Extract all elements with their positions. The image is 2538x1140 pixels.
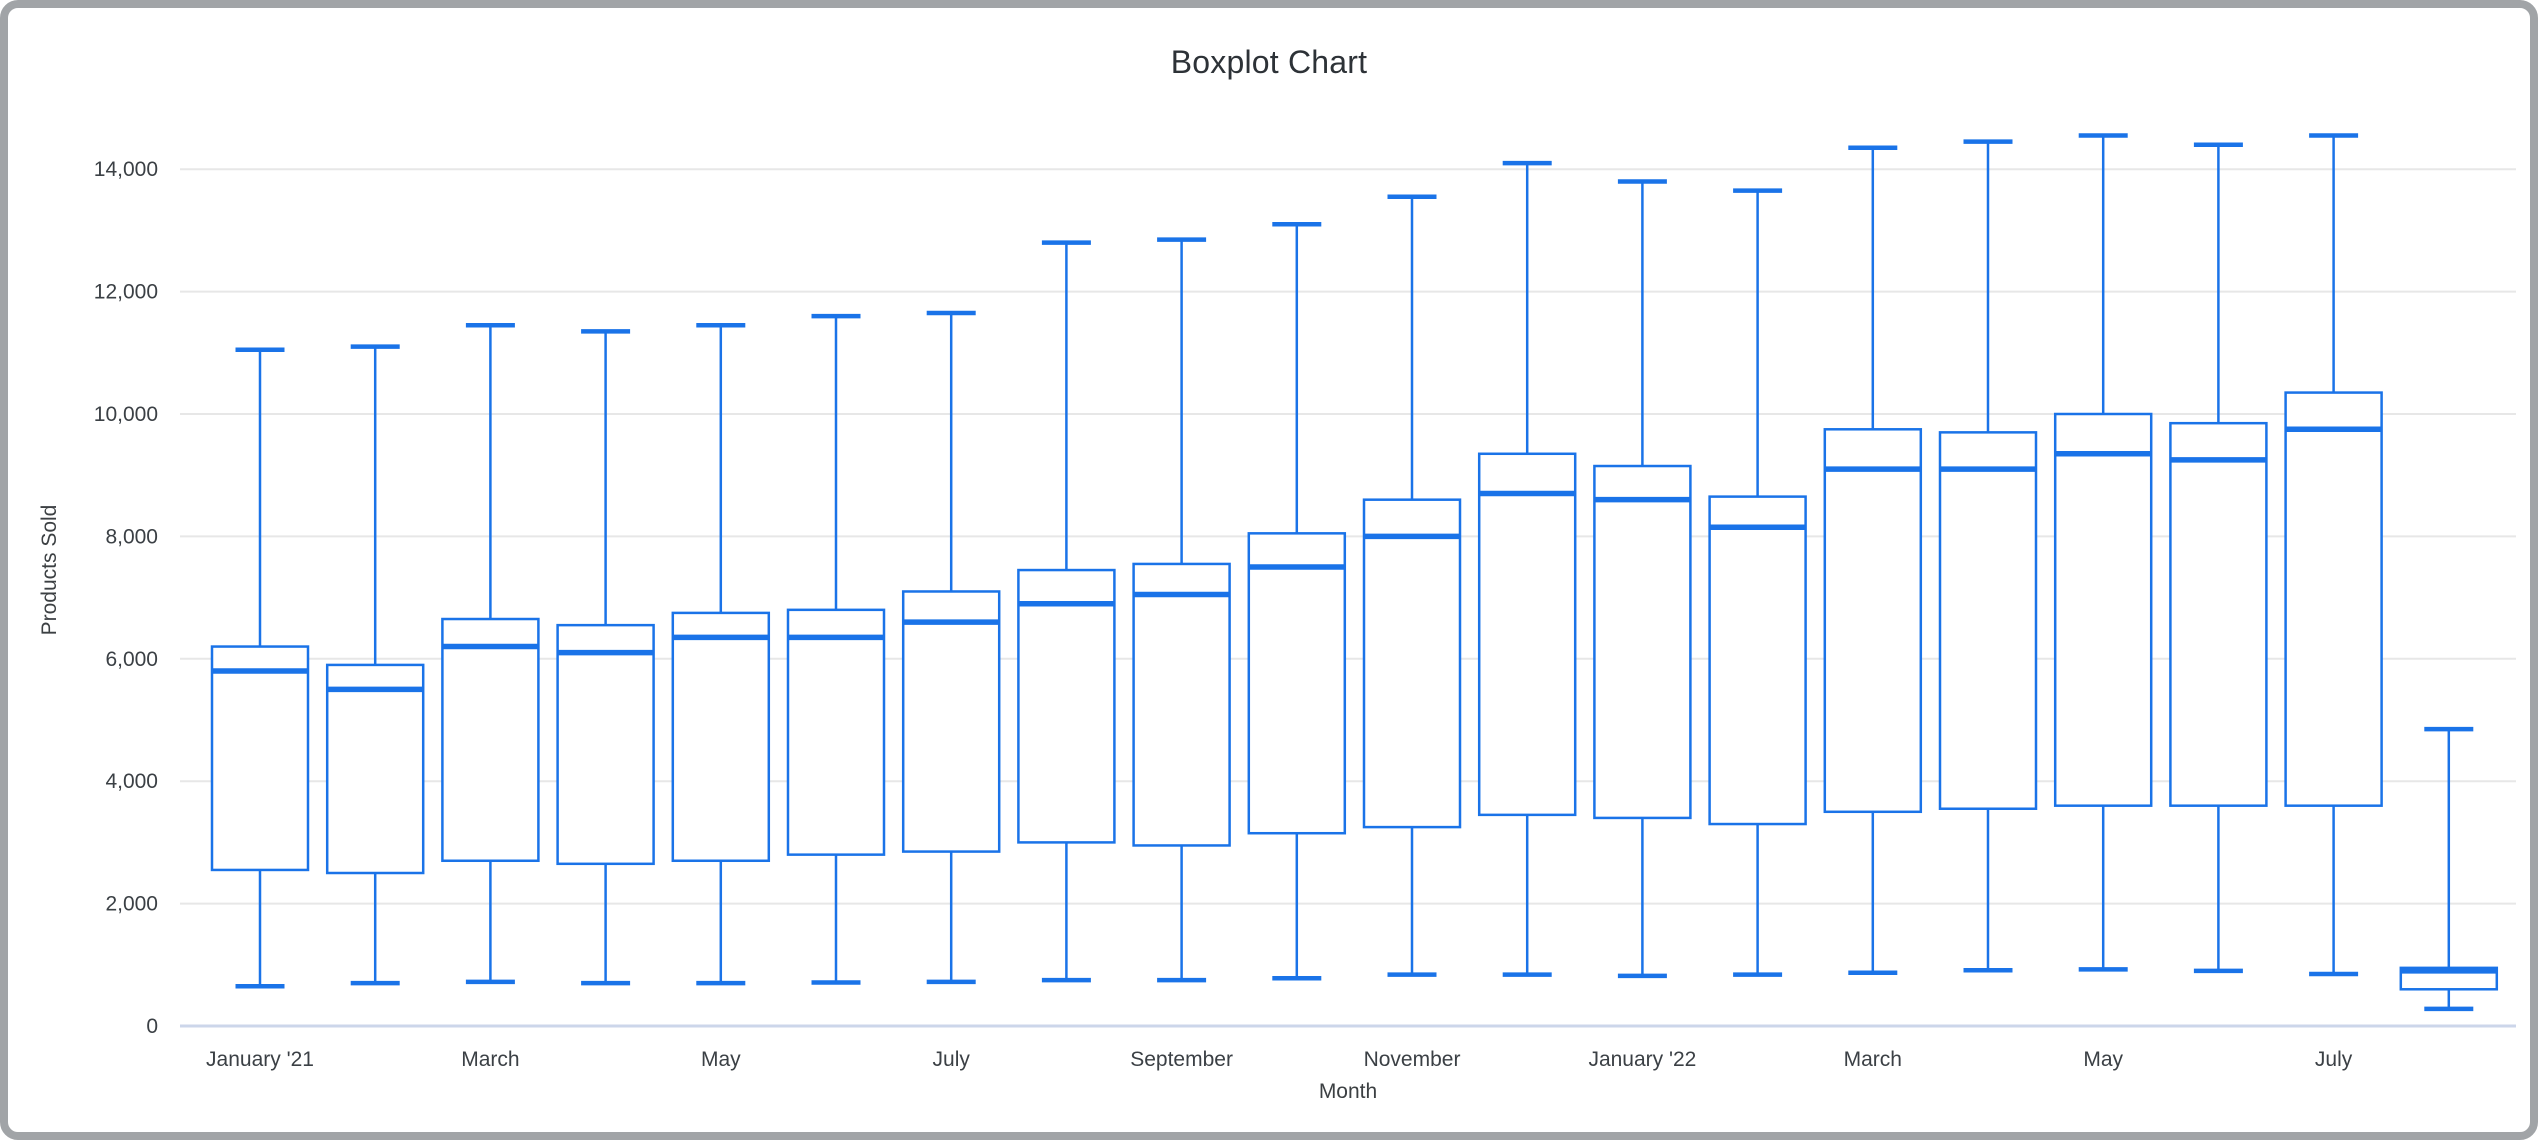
boxplot-september[interactable]: [1132, 237, 1231, 983]
iqr-box[interactable]: [1593, 464, 1692, 820]
iqr-box[interactable]: [2169, 421, 2268, 807]
x-tick-label: January '21: [206, 1048, 314, 1071]
iqr-box[interactable]: [1017, 568, 1116, 844]
iqr-box[interactable]: [556, 623, 655, 866]
iqr-box[interactable]: [210, 645, 310, 872]
boxplot-august[interactable]: [1017, 240, 1116, 983]
iqr-box[interactable]: [1477, 452, 1577, 817]
boxplot-january-22[interactable]: [1593, 179, 1692, 979]
x-tick-label: January '22: [1588, 1048, 1696, 1071]
y-tick-label: 14,000: [94, 158, 158, 181]
y-tick-label: 2,000: [105, 893, 158, 916]
iqr-box[interactable]: [1708, 495, 1807, 826]
boxplot-april[interactable]: [1938, 139, 2038, 973]
x-tick-label: May: [701, 1048, 741, 1071]
boxplot-november[interactable]: [1362, 194, 1462, 977]
boxplot-june[interactable]: [786, 313, 886, 985]
x-tick-label: July: [2315, 1048, 2353, 1071]
iqr-box[interactable]: [441, 617, 540, 863]
x-axis-title: Month: [1318, 1080, 1378, 1103]
x-tick-label: March: [461, 1048, 519, 1071]
boxplot-december[interactable]: [1477, 160, 1577, 977]
boxplot-august[interactable]: [2399, 726, 2499, 1012]
boxplot-june[interactable]: [2169, 142, 2268, 974]
chart-title: Boxplot Chart: [1170, 44, 1368, 80]
x-tick-label: July: [933, 1048, 971, 1071]
iqr-box[interactable]: [901, 590, 1001, 853]
y-tick-label: 12,000: [94, 281, 158, 304]
iqr-box[interactable]: [786, 608, 886, 856]
x-tick-label: September: [1130, 1048, 1233, 1071]
y-tick-label: 10,000: [94, 403, 158, 426]
x-tick-label: November: [1364, 1048, 1461, 1071]
iqr-box[interactable]: [1247, 532, 1347, 835]
iqr-box[interactable]: [1938, 431, 2038, 810]
boxplot-october[interactable]: [1247, 222, 1347, 981]
y-tick-label: 6,000: [105, 648, 158, 671]
boxplot-february[interactable]: [325, 344, 425, 986]
iqr-box[interactable]: [2284, 391, 2383, 807]
y-tick-label: 0: [146, 1015, 158, 1038]
iqr-box[interactable]: [1823, 428, 1923, 814]
iqr-box[interactable]: [1132, 562, 1231, 847]
y-tick-label: 8,000: [105, 525, 158, 548]
boxplot-april[interactable]: [556, 329, 655, 986]
x-tick-label: May: [2083, 1048, 2123, 1071]
y-axis-title: Products Sold: [38, 504, 61, 636]
boxplot-may[interactable]: [671, 323, 771, 986]
x-tick-label: March: [1844, 1048, 1902, 1071]
boxplot-july[interactable]: [2284, 133, 2383, 977]
iqr-box[interactable]: [325, 663, 425, 875]
boxplot-chart-canvas: 0 2,000 4,000 6,000 8,000 10,000 12,000 14,000 J…: [94, 133, 2516, 1071]
boxplot-march[interactable]: [1823, 145, 1923, 976]
iqr-box[interactable]: [2053, 412, 2153, 807]
boxplot-may[interactable]: [2053, 133, 2153, 972]
boxplot-july[interactable]: [901, 310, 1001, 985]
iqr-box[interactable]: [671, 611, 771, 863]
boxplot-january-21[interactable]: [210, 347, 310, 989]
boxplot-february[interactable]: [1708, 188, 1807, 977]
boxplot-march[interactable]: [441, 323, 540, 985]
y-tick-label: 4,000: [105, 770, 158, 793]
iqr-box[interactable]: [1362, 498, 1462, 829]
